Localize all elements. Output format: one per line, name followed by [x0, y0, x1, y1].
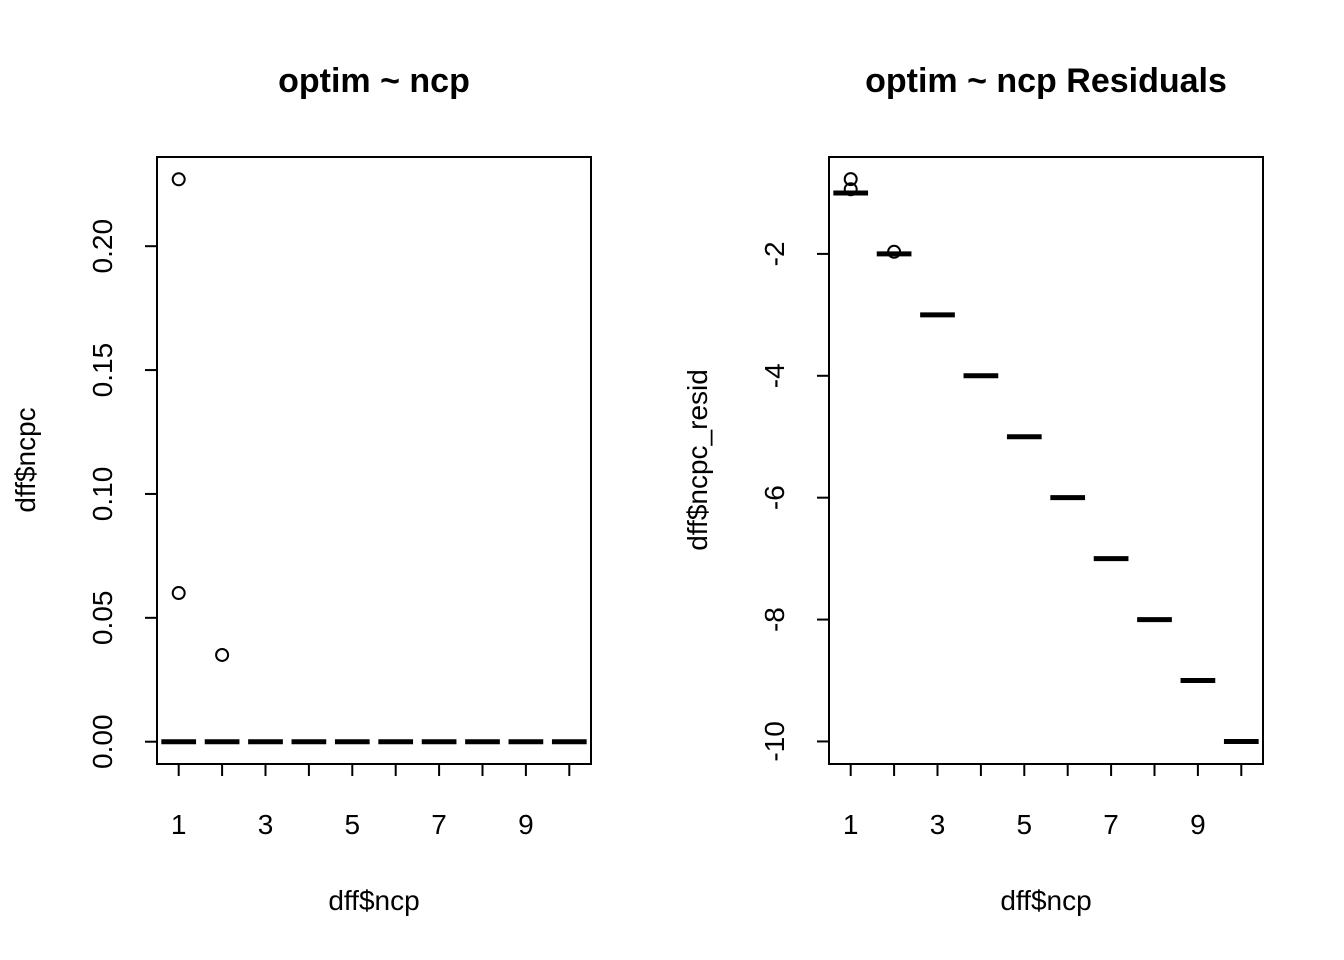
left-plot-frame: [156, 156, 592, 765]
outlier-point: [171, 172, 186, 187]
y-tick-label: 0.00: [87, 714, 118, 769]
x-tick-label: 5: [1017, 809, 1033, 840]
y-tick-label: -6: [759, 485, 790, 510]
outlier-point: [215, 647, 230, 662]
left-chart-panel: optim ~ ncp dff$ncp dff$ncpc 1 3 5 7 9 0.00 0.…: [10, 62, 592, 916]
right-y-axis-label: dff$ncpc_resid: [682, 369, 713, 551]
right-chart-title: optim ~ ncp Residuals: [865, 62, 1227, 100]
y-tick-label: -8: [759, 607, 790, 632]
y-tick-label: 0.15: [87, 343, 118, 398]
x-tick-label: 9: [518, 809, 534, 840]
left-chart-title: optim ~ ncp: [278, 62, 470, 100]
right-chart-panel: optim ~ ncp Residuals dff$ncp dff$ncpc_r…: [682, 62, 1264, 916]
x-tick-label: 3: [930, 809, 946, 840]
right-x-axis-label: dff$ncp: [1000, 885, 1091, 916]
x-tick-label: 1: [843, 809, 859, 840]
left-x-axis-label: dff$ncp: [328, 885, 419, 916]
y-tick-label: -4: [759, 363, 790, 388]
left-y-axis-label: dff$ncpc: [10, 407, 41, 512]
x-tick-label: 3: [258, 809, 274, 840]
x-tick-label: 9: [1190, 809, 1206, 840]
outlier-point: [843, 172, 858, 187]
x-tick-label: 7: [1103, 809, 1119, 840]
right-plot-frame: [828, 156, 1264, 765]
left-chart-marks: 1 3 5 7 9 0.00 0.05 0.10 0.15 0.20: [87, 172, 587, 840]
y-tick-label: -2: [759, 241, 790, 266]
x-tick-label: 7: [431, 809, 447, 840]
outlier-point: [171, 586, 186, 601]
x-tick-label: 5: [345, 809, 361, 840]
outlier-point: [843, 182, 858, 197]
y-tick-label: -10: [759, 721, 790, 761]
y-tick-label: 0.20: [87, 219, 118, 274]
y-tick-label: 0.10: [87, 467, 118, 521]
right-chart-marks: 1 3 5 7 9 -10 -8 -6 -4 -2: [759, 172, 1259, 840]
y-tick-label: 0.05: [87, 591, 118, 646]
outlier-point: [887, 244, 902, 259]
x-tick-label: 1: [171, 809, 187, 840]
